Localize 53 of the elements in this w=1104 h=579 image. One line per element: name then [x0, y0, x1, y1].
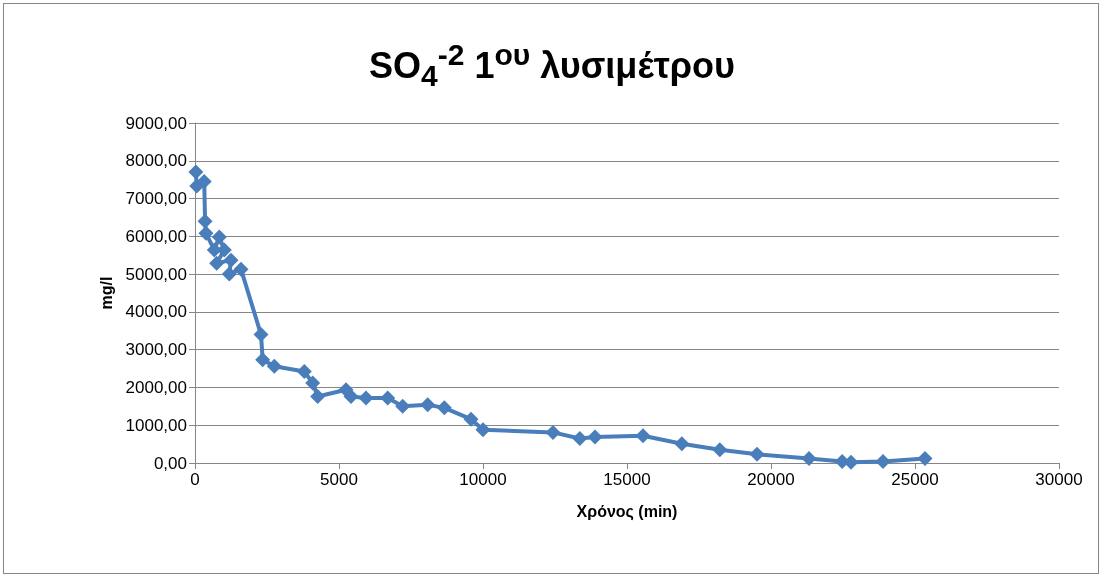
point	[674, 436, 690, 452]
x-tick-label: 5000	[320, 470, 358, 489]
point	[197, 213, 213, 229]
point	[917, 450, 933, 466]
x-tick-label: 25000	[891, 470, 939, 489]
point	[188, 164, 204, 180]
point	[223, 252, 239, 268]
point	[305, 375, 321, 391]
y-tick-label: 2000,00	[125, 377, 187, 397]
y-tick-label: 5000,00	[125, 264, 187, 284]
point	[253, 327, 269, 343]
point	[310, 389, 326, 405]
x-tick-label: 10000	[459, 470, 507, 489]
point	[572, 430, 588, 446]
y-tick-label: 7000,00	[125, 189, 187, 209]
point	[801, 450, 817, 466]
point	[749, 446, 765, 462]
point	[380, 390, 396, 406]
point	[475, 422, 491, 438]
x-tick-label: 0	[190, 470, 200, 489]
point	[198, 225, 214, 241]
point	[196, 174, 212, 190]
point	[211, 229, 227, 245]
x-tick-label: 20000	[747, 470, 795, 489]
point	[395, 398, 411, 414]
point	[463, 411, 479, 427]
point	[712, 442, 728, 458]
point	[635, 428, 651, 444]
point	[875, 453, 891, 469]
point	[420, 397, 436, 413]
point	[343, 389, 359, 405]
point	[255, 352, 271, 368]
y-tick-label: 6000,00	[125, 226, 187, 246]
y-axis-title: mg/l	[98, 276, 116, 310]
x-axis-title: Χρόνος (min)	[576, 502, 678, 521]
point	[436, 400, 452, 416]
y-tick-label: 0,00	[153, 453, 187, 473]
y-tick-label: 8000,00	[125, 151, 187, 171]
chart-title: SO$_{4}$$^{-2}$ 1$^{ου}$ λυσιμέτρου	[368, 38, 736, 94]
y-tick-label: 9000,00	[125, 113, 187, 133]
point	[209, 255, 225, 271]
y-tick-label: 1000,00	[125, 415, 187, 435]
point	[296, 364, 312, 380]
x-tick-label: 15000	[603, 470, 651, 489]
point	[545, 424, 561, 440]
point	[233, 261, 249, 277]
point	[358, 390, 374, 406]
point	[266, 358, 282, 374]
x-tick-label: 30000	[1035, 470, 1083, 489]
point	[587, 429, 603, 445]
y-tick-label: 3000,00	[125, 340, 187, 360]
y-tick-label: 4000,00	[125, 302, 187, 322]
point	[221, 266, 237, 282]
